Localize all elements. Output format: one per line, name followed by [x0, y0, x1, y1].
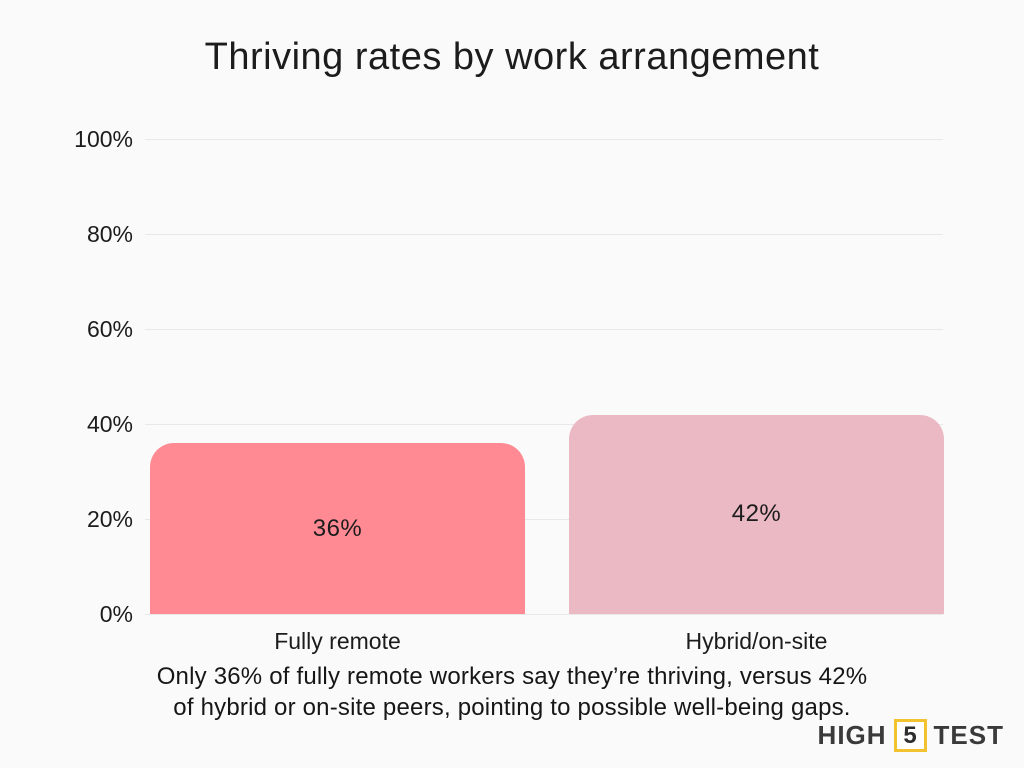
bar-fully-remote: 36%	[150, 443, 525, 614]
gridline	[145, 233, 943, 235]
y-tick-label: 60%	[86, 316, 133, 342]
x-category-label: Fully remote	[274, 628, 401, 654]
y-tick-label: 100%	[74, 126, 133, 152]
caption-line-1: Only 36% of fully remote workers say the…	[156, 663, 868, 690]
caption-line-2: of hybrid or on-site peers, pointing to …	[173, 694, 851, 721]
gridline	[145, 518, 943, 520]
y-tick-label: 80%	[86, 221, 133, 247]
logo-5-box-icon: 5	[893, 719, 927, 752]
y-tick-label: 20%	[86, 506, 133, 532]
bar-hybrid-on-site: 42%	[569, 414, 944, 614]
gridline	[145, 423, 943, 425]
logo-text-test: TEST	[933, 720, 1004, 750]
bar-value-label: 42%	[731, 500, 782, 528]
gridline	[145, 328, 943, 330]
chart-title: Thriving rates by work arrangement	[204, 36, 820, 78]
chart-caption: Only 36% of fully remote workers say the…	[0, 661, 1024, 723]
gridline	[145, 613, 943, 615]
y-tick-label: 0%	[99, 601, 133, 627]
high5test-logo: HIGH 5 TEST	[818, 719, 1004, 752]
y-tick-label: 40%	[86, 411, 133, 437]
logo-text-high: HIGH	[817, 720, 887, 750]
gridline	[145, 138, 943, 140]
bar-value-label: 36%	[312, 514, 363, 542]
x-category-label: Hybrid/on-site	[685, 628, 828, 654]
